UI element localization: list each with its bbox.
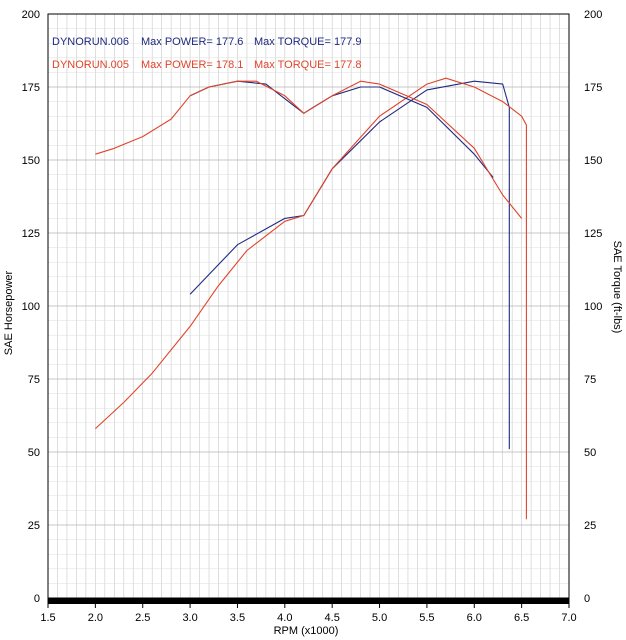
legend-run-005: DYNORUN.005 (52, 59, 129, 71)
y-tick-label: 100 (22, 301, 40, 313)
y-right-tick-label: 125 (584, 228, 602, 240)
x-tick-label: 2.5 (135, 612, 150, 624)
legend: DYNORUN.006 Max POWER= 177.6 Max TORQUE=… (52, 36, 362, 71)
legend-power-006: Max POWER= 177.6 (141, 36, 243, 48)
y-axis-title: SAE Horsepower (3, 270, 15, 355)
y-right-tick-label: 50 (584, 447, 596, 459)
y-tick-labels: 0 25 50 75 100 125 150 175 200 (22, 9, 40, 605)
y-tick-label: 200 (22, 9, 40, 21)
y-tick-label: 25 (28, 520, 40, 532)
legend-torque-006: Max TORQUE= 177.9 (254, 36, 362, 48)
y-right-tick-label: 25 (584, 520, 596, 532)
x-axis-title: RPM (x1000) (274, 625, 339, 637)
x-tick-label: 7.0 (561, 612, 576, 624)
y-tick-label: 150 (22, 155, 40, 167)
y-right-tick-label: 150 (584, 155, 602, 167)
x-tick-label: 5.0 (372, 612, 387, 624)
x-tick-label: 2.0 (88, 612, 103, 624)
legend-torque-005: Max TORQUE= 177.8 (254, 59, 362, 71)
grid (48, 14, 570, 598)
y-right-tick-label: 0 (584, 593, 590, 605)
x-tick-label: 4.0 (277, 612, 292, 624)
x-tick-labels: 1.5 2.0 2.5 3.0 3.5 4.0 4.5 5.0 5.5 6.0 6.5 7.0 (40, 612, 576, 624)
x-tick-label: 6.5 (514, 612, 529, 624)
legend-run-006: DYNORUN.006 (52, 36, 129, 48)
legend-entry-run-006: DYNORUN.006 Max POWER= 177.6 Max TORQUE=… (52, 36, 362, 48)
y-right-tick-label: 75 (584, 374, 596, 386)
x-tick-label: 1.5 (40, 612, 55, 624)
series-line-dynorun-006-power (189, 80, 510, 450)
x-tick-label: 6.0 (467, 612, 482, 624)
y-tick-label: 75 (28, 374, 40, 386)
series-line-dynorun-005-torque (95, 80, 523, 219)
legend-power-005: Max POWER= 178.1 (141, 59, 243, 71)
x-axis-bar (48, 598, 569, 604)
y-tick-label: 50 (28, 447, 40, 459)
series-line-dynorun-005-power (95, 77, 527, 520)
y-right-tick-label: 175 (584, 82, 602, 94)
x-tick-label: 4.5 (325, 612, 340, 624)
axes (47, 13, 570, 608)
y-right-tick-label: 200 (584, 9, 602, 21)
y-right-tick-label: 100 (584, 301, 602, 313)
y-right-axis-title: SAE Torque (ft-lbs) (611, 241, 623, 334)
series-layer (95, 77, 527, 520)
x-tick-label: 5.5 (419, 612, 434, 624)
legend-entry-run-005: DYNORUN.005 Max POWER= 178.1 Max TORQUE=… (52, 59, 362, 71)
x-tick-label: 3.5 (230, 612, 245, 624)
y-right-tick-labels: 0 25 50 75 100 125 150 175 200 (584, 9, 602, 605)
y-tick-label: 175 (22, 82, 40, 94)
x-tick-label: 3.0 (182, 612, 197, 624)
y-tick-label: 125 (22, 228, 40, 240)
y-tick-label: 0 (34, 593, 40, 605)
